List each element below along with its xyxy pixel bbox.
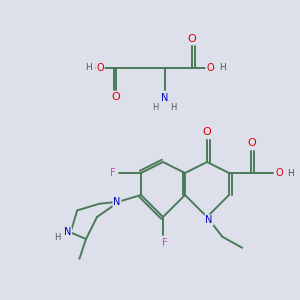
Text: O: O (275, 168, 283, 178)
Text: H: H (54, 233, 61, 242)
Text: F: F (110, 168, 116, 178)
Text: H: H (152, 103, 158, 112)
Text: O: O (248, 138, 256, 148)
Text: N: N (161, 93, 169, 103)
Text: N: N (64, 227, 71, 237)
Text: F: F (162, 238, 168, 248)
Text: H: H (219, 64, 225, 73)
Text: O: O (188, 34, 196, 44)
Text: H: H (288, 169, 294, 178)
Text: O: O (202, 127, 211, 137)
Text: O: O (96, 63, 104, 73)
Text: N: N (205, 215, 213, 225)
Text: H: H (85, 64, 92, 73)
Text: O: O (112, 92, 120, 102)
Text: H: H (170, 103, 176, 112)
Text: O: O (206, 63, 214, 73)
Text: N: N (113, 196, 121, 207)
